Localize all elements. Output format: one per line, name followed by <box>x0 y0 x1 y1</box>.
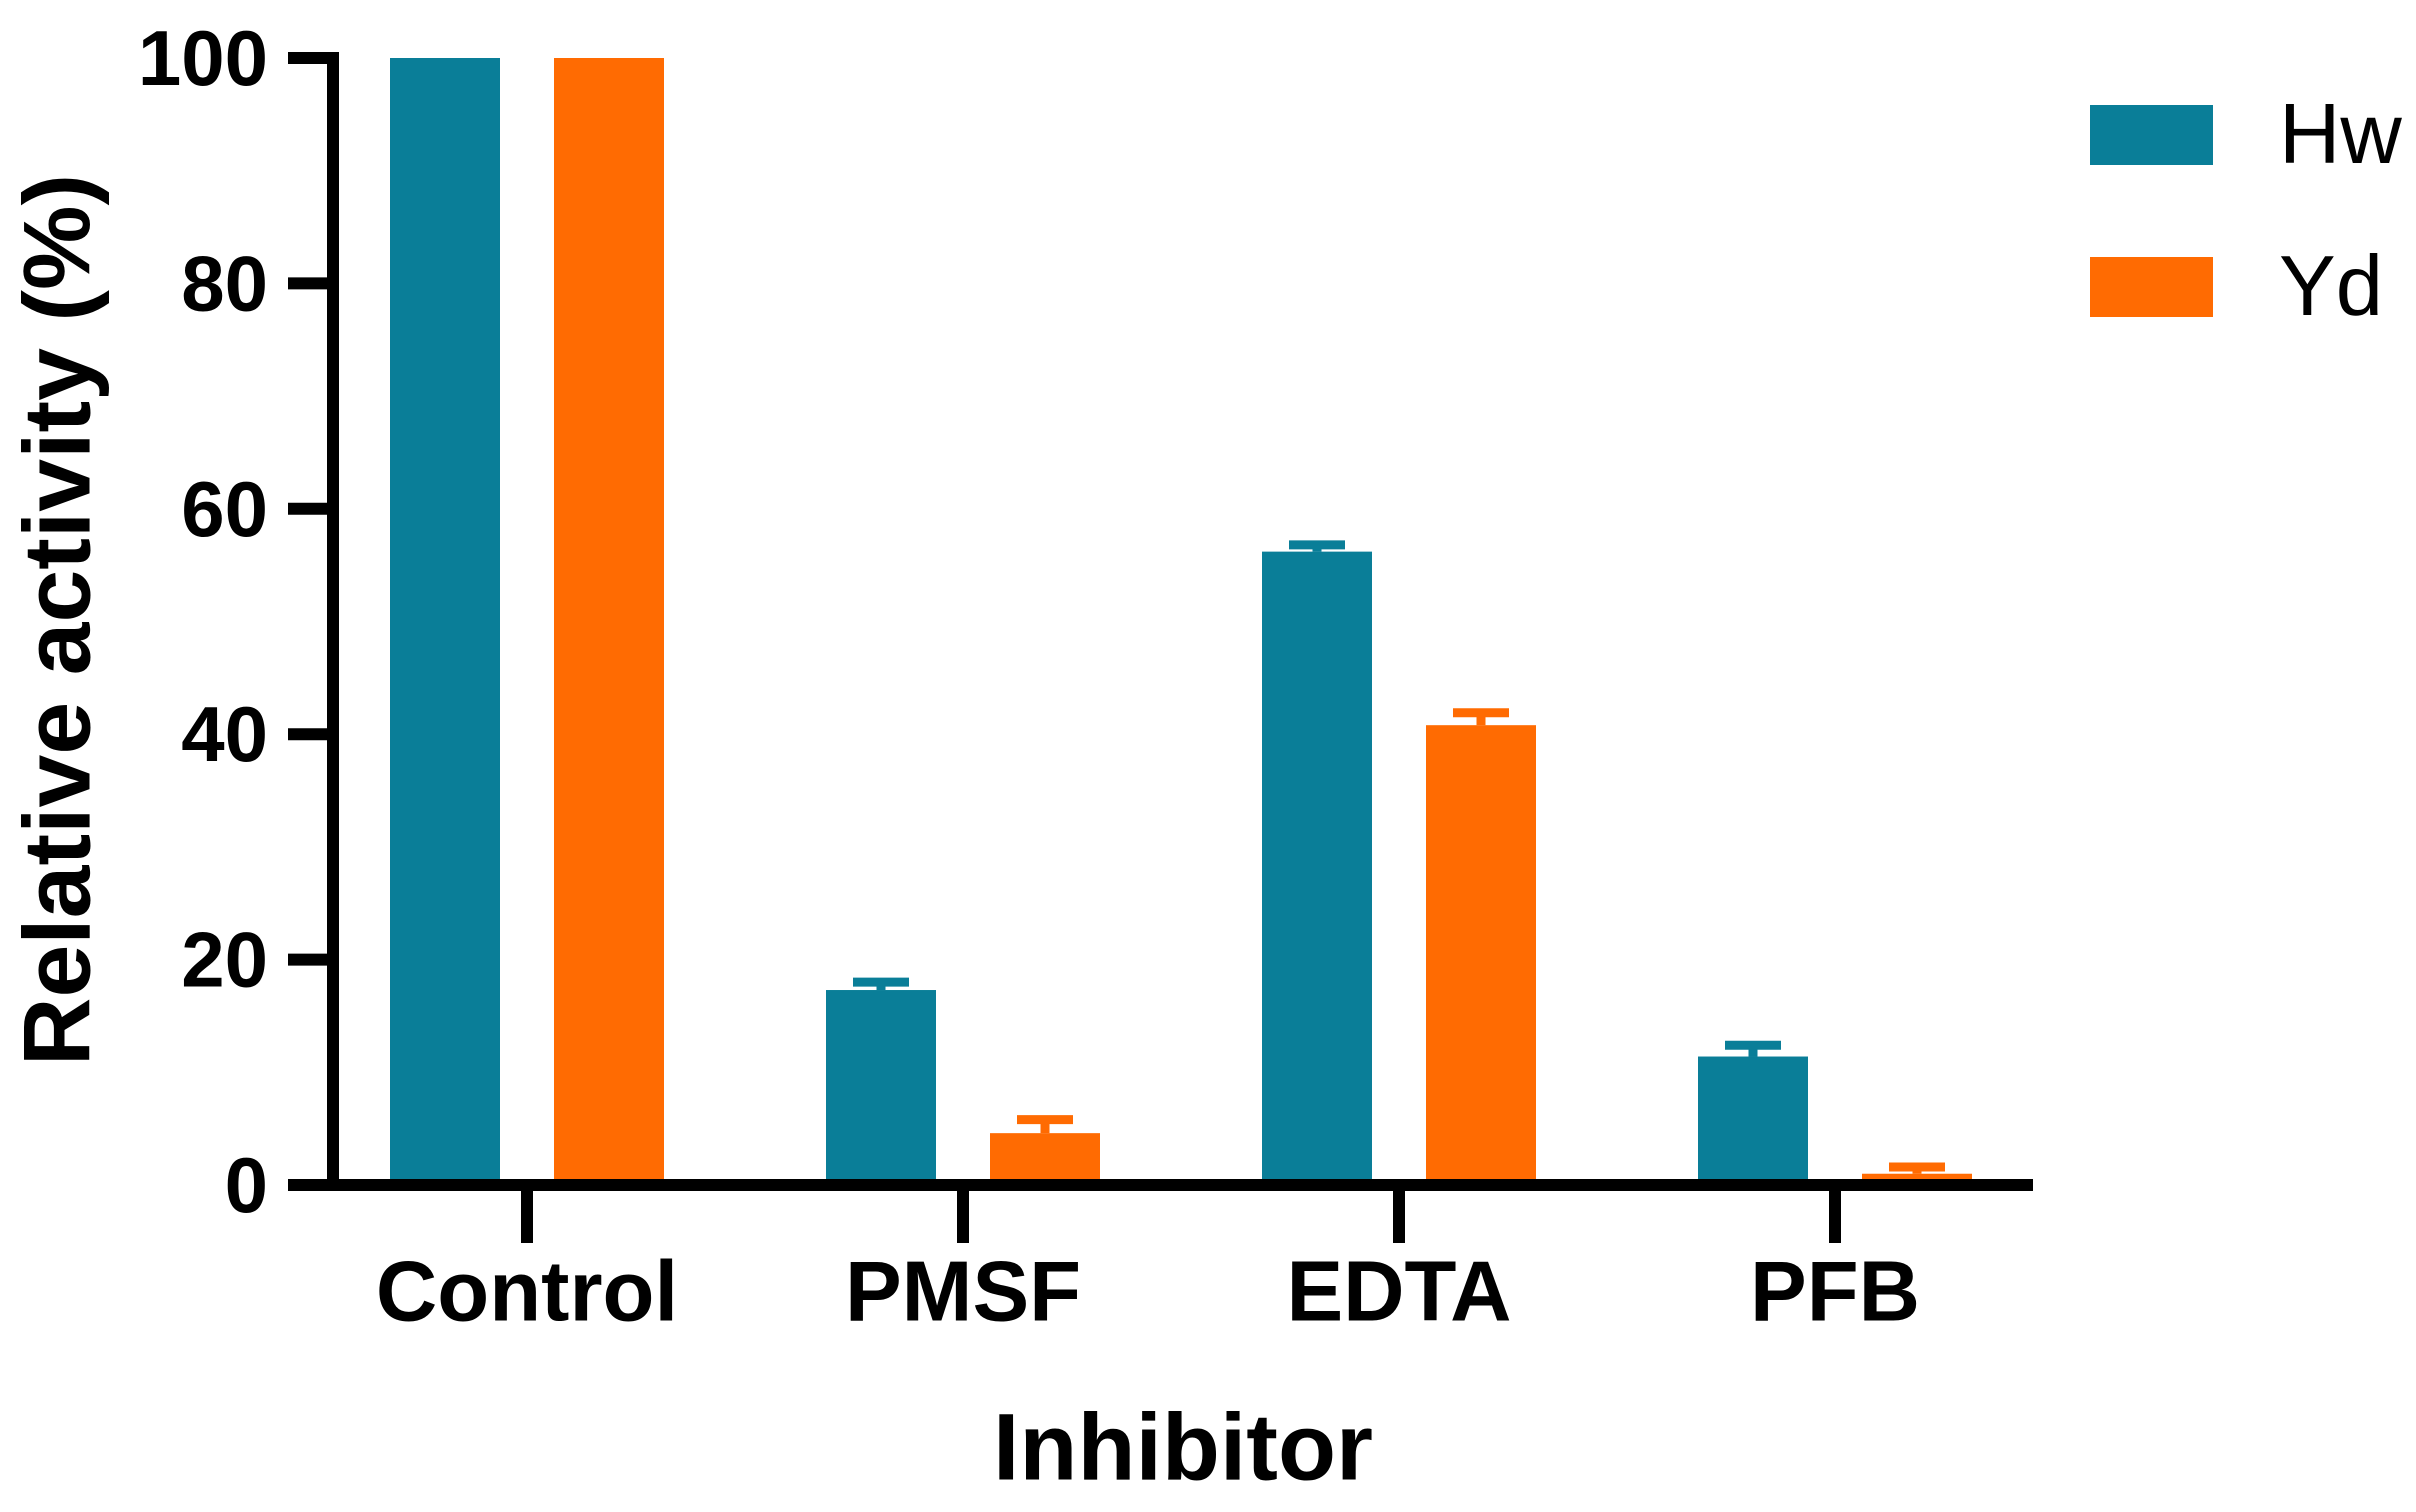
x-category-label-edta: EDTA <box>1286 1245 1511 1340</box>
legend-item-hw: Hw <box>2090 87 2402 182</box>
legend-label-hw: Hw <box>2279 87 2402 182</box>
legend-swatch-yd <box>2090 257 2213 317</box>
x-axis-title: Inhibitor <box>993 1394 1373 1501</box>
bar-hw-control <box>390 58 500 1191</box>
bar-hw-pfb <box>1698 1056 1808 1191</box>
bar-yd-edta <box>1426 725 1536 1191</box>
y-axis-title: Relative activity (%) <box>4 173 111 1067</box>
bar-yd-control <box>554 58 664 1191</box>
y-tick-label-20: 20 <box>181 916 268 1004</box>
legend-item-yd: Yd <box>2090 239 2402 334</box>
x-category-label-pfb: PFB <box>1750 1245 1920 1340</box>
chart-legend: Hw Yd <box>2090 87 2402 334</box>
bar-hw-pmsf <box>826 990 936 1191</box>
x-category-label-control: Control <box>376 1245 678 1340</box>
y-tick-label-100: 100 <box>138 14 268 102</box>
bar-hw-edta <box>1262 551 1372 1191</box>
legend-label-yd: Yd <box>2279 239 2383 334</box>
y-tick-label-80: 80 <box>181 239 268 327</box>
y-tick-label-40: 40 <box>181 690 268 778</box>
legend-swatch-hw <box>2090 105 2213 165</box>
y-tick-label-60: 60 <box>181 465 268 553</box>
x-category-label-pmsf: PMSF <box>845 1245 1081 1340</box>
y-tick-label-0: 0 <box>225 1141 268 1229</box>
